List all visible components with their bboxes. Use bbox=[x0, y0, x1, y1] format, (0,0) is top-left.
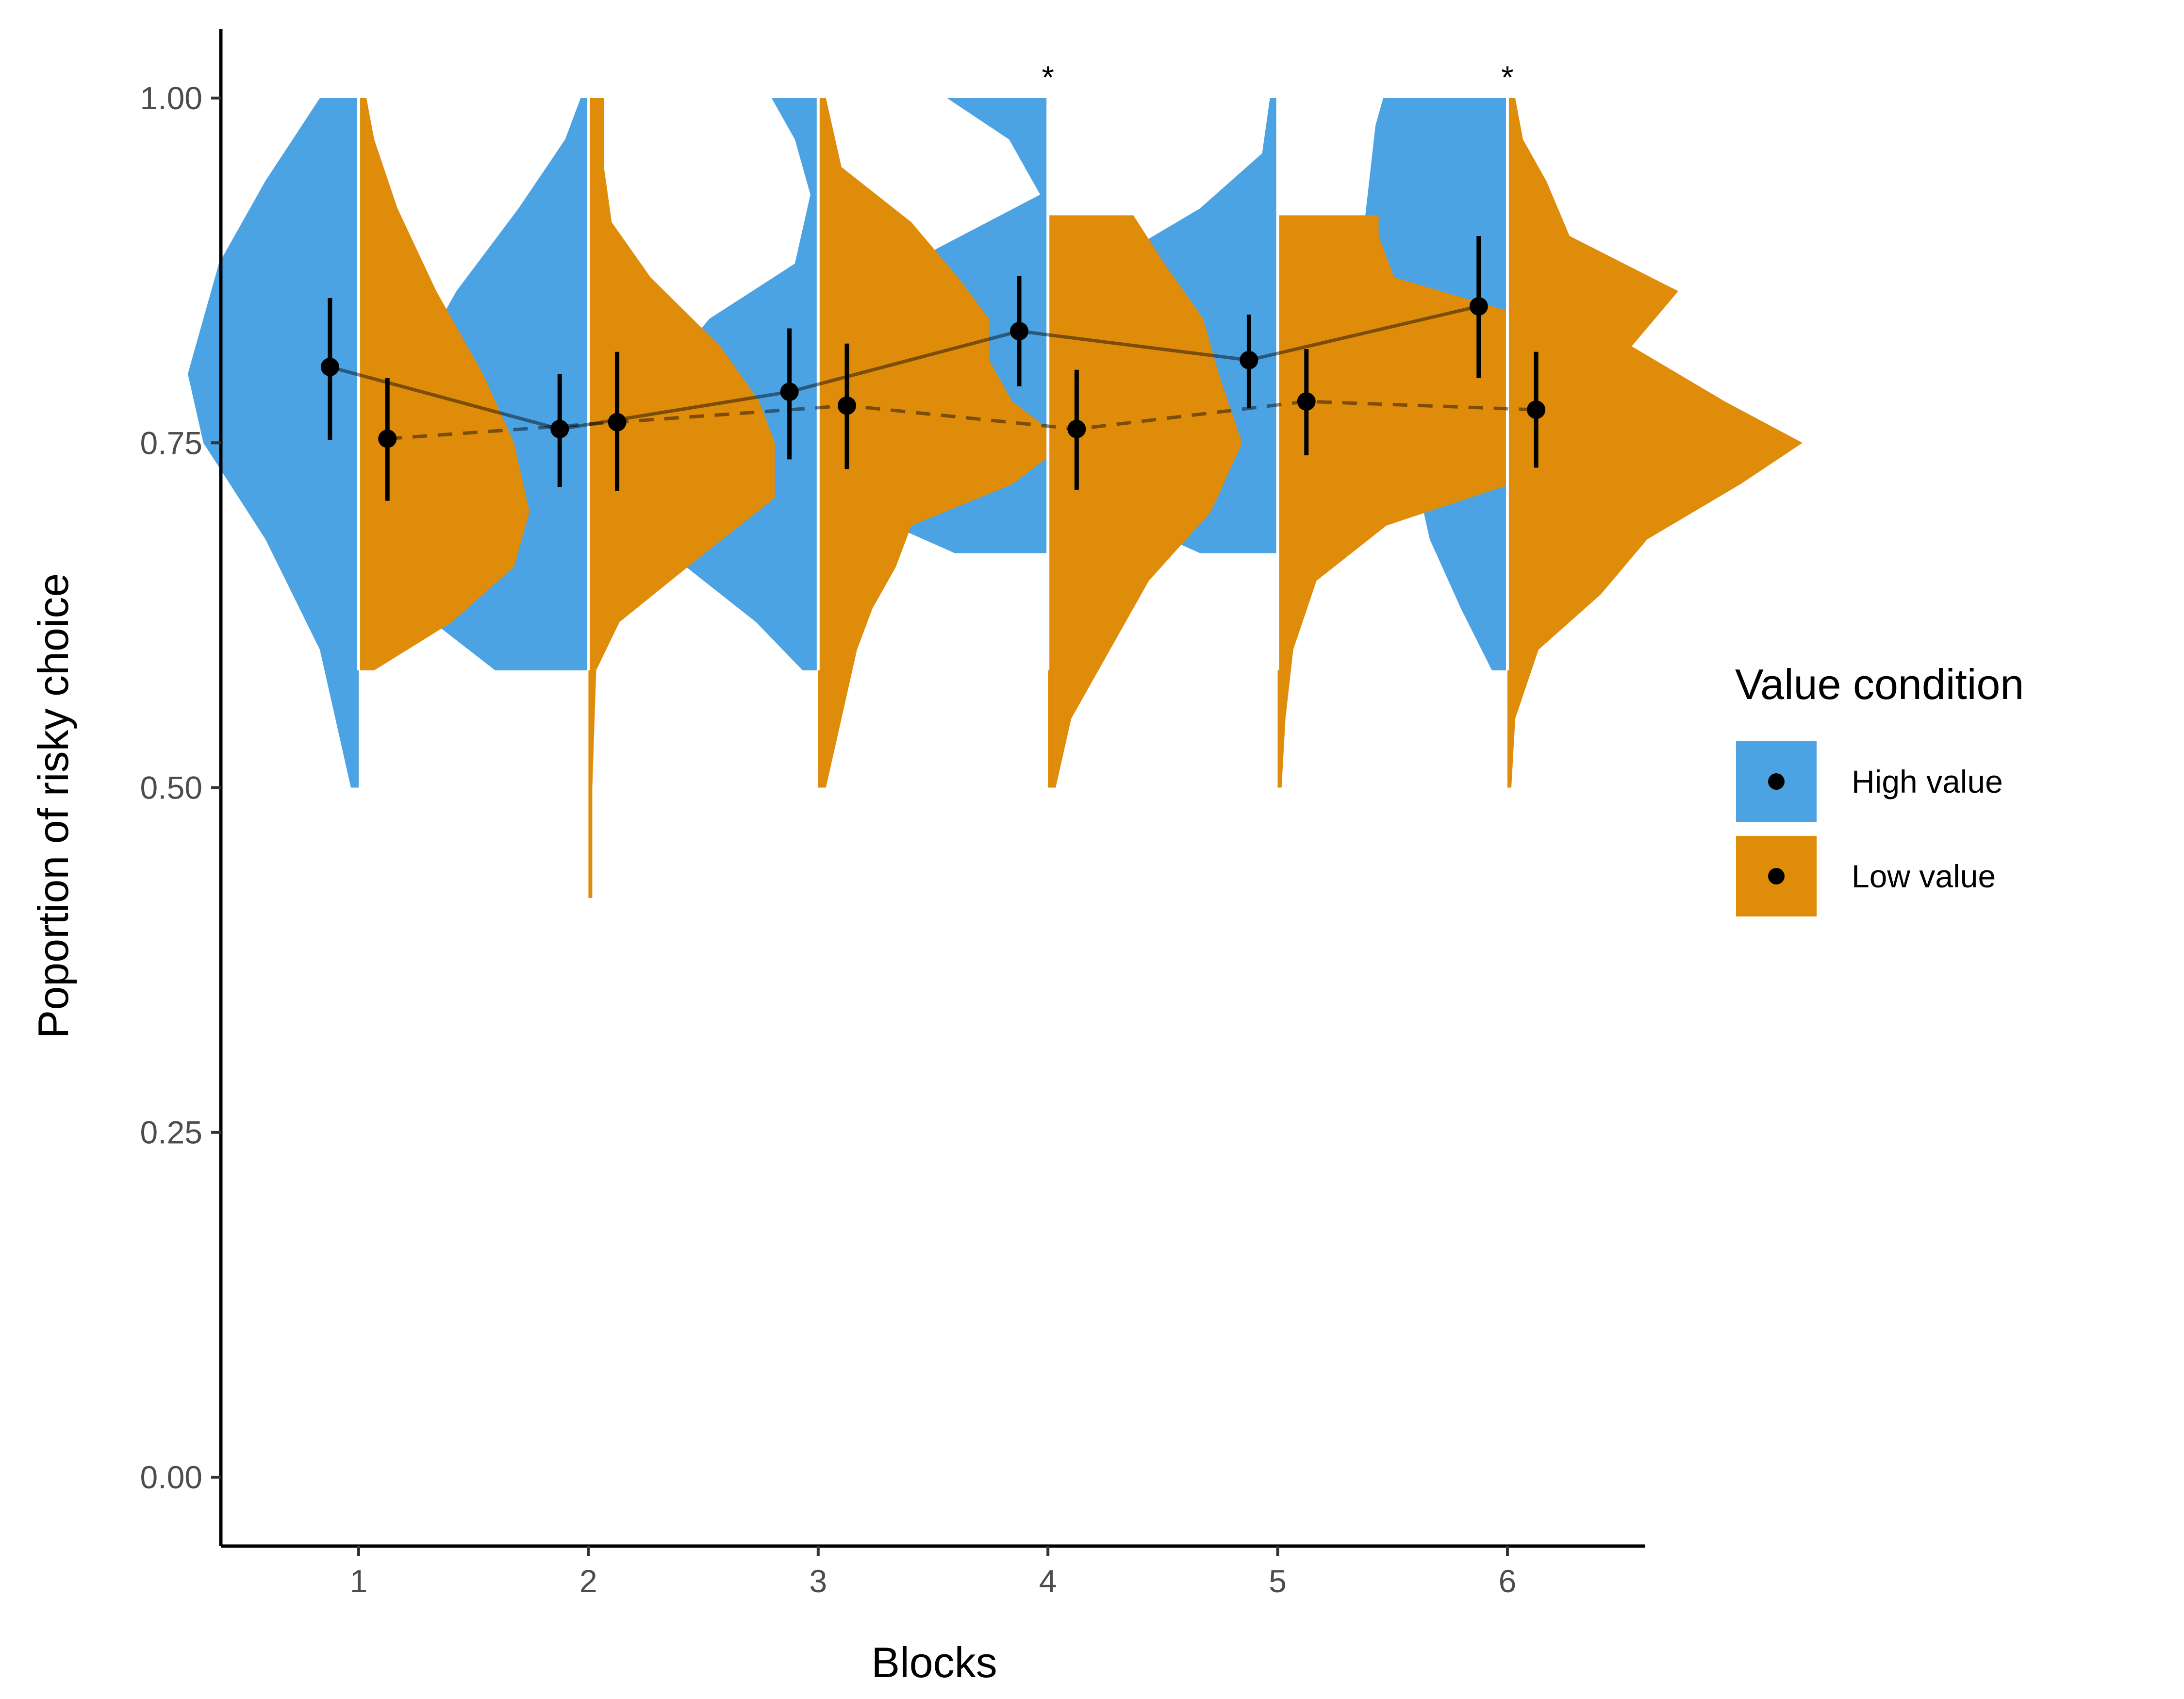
axes-layer: 0.00 0.25 0.50 0.75 1.00 1 2 3 4 5 6 bbox=[140, 29, 1645, 1599]
y-tick-label-0.00: 0.00 bbox=[140, 1459, 202, 1495]
violin-right-block-6 bbox=[1507, 98, 1803, 788]
y-tick-label-0.25: 0.25 bbox=[140, 1115, 202, 1150]
legend-key-point-high-value bbox=[1768, 773, 1785, 790]
y-tick-label-0.50: 0.50 bbox=[140, 770, 202, 806]
violin-right-block-2 bbox=[588, 98, 775, 898]
mean-point-right-block-3 bbox=[837, 396, 856, 415]
x-tick-label-6: 6 bbox=[1499, 1563, 1517, 1599]
significance-marker-block-6: * bbox=[1501, 59, 1514, 95]
y-tick-label-1.00: 1.00 bbox=[140, 80, 202, 116]
violin-right-block-5 bbox=[1277, 215, 1550, 788]
x-axis-title: Blocks bbox=[871, 1638, 997, 1686]
violin-layer bbox=[188, 98, 1803, 898]
mean-point-right-block-1 bbox=[378, 429, 397, 448]
mean-points-layer bbox=[320, 236, 1546, 501]
mean-point-right-block-2 bbox=[608, 413, 627, 432]
mean-point-left-block-2 bbox=[550, 419, 569, 438]
violin-right-block-1 bbox=[359, 98, 529, 671]
mean-line-left bbox=[329, 304, 1479, 431]
x-tick-label-3: 3 bbox=[809, 1563, 827, 1599]
y-tick-label-0.75: 0.75 bbox=[140, 425, 202, 461]
violin-right-block-4 bbox=[1048, 215, 1242, 788]
significance-layer: * * bbox=[1042, 59, 1513, 95]
legend-key-point-low-value bbox=[1768, 868, 1785, 884]
mean-point-right-block-5 bbox=[1297, 392, 1316, 411]
mean-point-right-block-6 bbox=[1527, 400, 1546, 419]
legend-title: Value condition bbox=[1735, 660, 2024, 708]
violin-left-block-1 bbox=[188, 98, 359, 788]
legend: Value condition High value Low value bbox=[1734, 660, 2024, 918]
x-tick-label-2: 2 bbox=[579, 1563, 597, 1599]
mean-point-left-block-6 bbox=[1469, 297, 1488, 316]
significance-marker-block-4: * bbox=[1042, 59, 1054, 95]
mean-lines-layer bbox=[329, 304, 1537, 441]
legend-label-high-value: High value bbox=[1852, 764, 2003, 800]
violin-right-block-3 bbox=[818, 98, 1067, 788]
mean-point-right-block-4 bbox=[1067, 419, 1086, 438]
x-tick-label-4: 4 bbox=[1039, 1563, 1057, 1599]
x-tick-label-1: 1 bbox=[350, 1563, 368, 1599]
y-axis-title: Poportion of risky choice bbox=[29, 573, 77, 1039]
mean-point-left-block-3 bbox=[780, 383, 799, 401]
mean-line-right bbox=[387, 400, 1537, 441]
legend-label-low-value: Low value bbox=[1852, 858, 1996, 894]
mean-point-left-block-1 bbox=[320, 358, 339, 377]
mean-point-left-block-5 bbox=[1240, 350, 1258, 369]
mean-point-left-block-4 bbox=[1010, 322, 1029, 341]
x-tick-label-5: 5 bbox=[1269, 1563, 1287, 1599]
